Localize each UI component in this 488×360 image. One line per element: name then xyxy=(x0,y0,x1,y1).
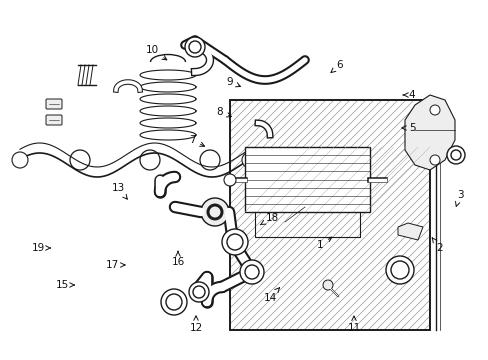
Circle shape xyxy=(226,234,243,250)
Text: 16: 16 xyxy=(171,251,184,267)
Text: 18: 18 xyxy=(260,213,278,225)
Bar xyxy=(244,147,369,212)
Circle shape xyxy=(161,289,186,315)
Text: 15: 15 xyxy=(55,280,74,290)
Text: 14: 14 xyxy=(263,288,279,303)
Bar xyxy=(229,100,429,330)
Circle shape xyxy=(184,37,204,57)
Circle shape xyxy=(201,198,228,226)
Circle shape xyxy=(189,282,208,302)
Text: 1: 1 xyxy=(316,237,331,250)
Circle shape xyxy=(446,146,464,164)
Text: 5: 5 xyxy=(401,123,414,133)
Circle shape xyxy=(12,152,28,168)
Polygon shape xyxy=(397,223,422,240)
Text: 10: 10 xyxy=(145,45,166,60)
Text: 2: 2 xyxy=(431,238,443,253)
Circle shape xyxy=(450,150,460,160)
Polygon shape xyxy=(404,95,454,170)
Circle shape xyxy=(429,155,439,165)
Text: 8: 8 xyxy=(216,107,231,117)
Text: 9: 9 xyxy=(226,77,240,87)
FancyBboxPatch shape xyxy=(46,115,62,125)
Circle shape xyxy=(390,261,408,279)
Circle shape xyxy=(385,256,413,284)
Text: 19: 19 xyxy=(31,243,50,253)
Circle shape xyxy=(429,105,439,115)
Text: 3: 3 xyxy=(455,190,462,206)
Text: 4: 4 xyxy=(402,90,414,100)
Text: 12: 12 xyxy=(189,316,202,333)
Text: 7: 7 xyxy=(188,135,204,146)
Bar xyxy=(229,100,429,330)
Circle shape xyxy=(222,229,247,255)
Text: 6: 6 xyxy=(330,60,343,72)
Circle shape xyxy=(193,286,204,298)
Circle shape xyxy=(240,260,264,284)
Circle shape xyxy=(323,280,332,290)
Text: 13: 13 xyxy=(111,183,127,199)
Circle shape xyxy=(244,265,259,279)
Circle shape xyxy=(224,174,236,186)
Text: 11: 11 xyxy=(346,316,360,333)
Text: 17: 17 xyxy=(105,260,125,270)
Circle shape xyxy=(165,294,182,310)
Circle shape xyxy=(242,152,258,168)
Circle shape xyxy=(189,41,201,53)
FancyBboxPatch shape xyxy=(46,99,62,109)
